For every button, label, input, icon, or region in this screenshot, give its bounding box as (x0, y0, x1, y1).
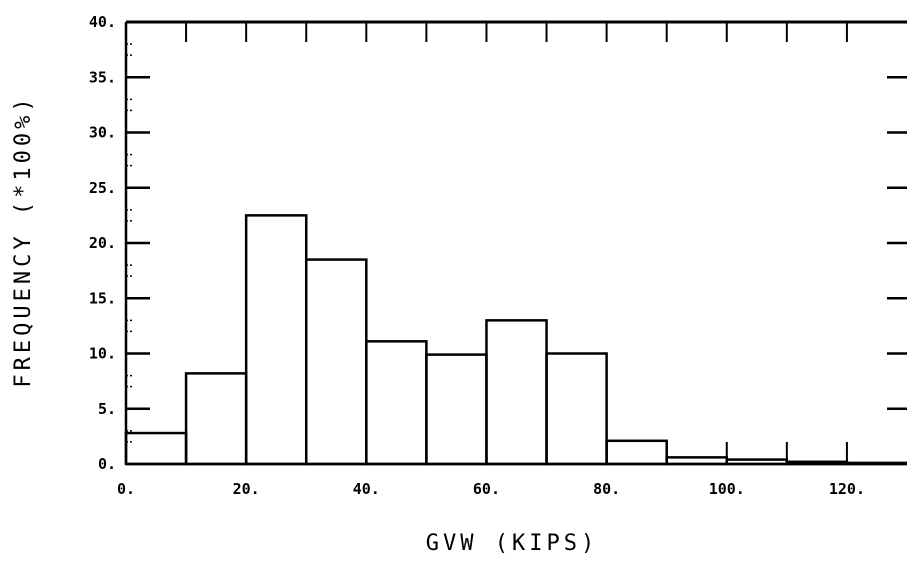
histogram-bar (184, 372, 248, 466)
y-tick-label: 40. (89, 13, 116, 31)
histogram-bar (304, 258, 368, 466)
y-tick-label: 5. (98, 400, 116, 418)
histogram-bar (785, 460, 849, 466)
histogram-bar (124, 431, 188, 466)
x-tick-label: 80. (593, 480, 620, 498)
y-tick-label: 20. (89, 234, 116, 252)
x-tick-label: 0. (117, 480, 135, 498)
x-tick-label: 100. (709, 480, 745, 498)
histogram-bar (725, 458, 789, 466)
x-tick-label: 60. (473, 480, 500, 498)
y-tick-label: 10. (89, 345, 116, 363)
x-axis-title: GVW (KIPS) (426, 531, 598, 556)
y-tick-label: 25. (89, 179, 116, 197)
histogram-bar (244, 214, 308, 466)
histogram-bar (425, 353, 488, 466)
axis-ticks (126, 22, 907, 464)
histogram-bars (124, 214, 907, 466)
x-tick-label: 20. (233, 480, 260, 498)
y-tick-label: 0. (98, 455, 116, 473)
histogram-bar (665, 456, 729, 466)
y-tick-labels: 0. 5. 10. 15. 20. 25. 30. 35. 40. (89, 13, 116, 473)
y-tick-label: 15. (89, 289, 116, 307)
histogram-bar (365, 340, 428, 466)
histogram-bar (485, 319, 548, 466)
histogram-bar (845, 461, 907, 466)
x-tick-label: 120. (829, 480, 865, 498)
y-axis-title: FREQUENCY (*100%) (11, 94, 36, 387)
y-tick-label: 35. (89, 68, 116, 86)
histogram-bar (545, 352, 608, 466)
histogram-bar (605, 439, 668, 466)
plot-frame (124, 20, 907, 466)
x-tick-labels: 0. 20. 40. 60. 80. 100. 120. (117, 480, 865, 498)
x-tick-label: 40. (353, 480, 380, 498)
y-tick-label: 30. (89, 124, 116, 142)
